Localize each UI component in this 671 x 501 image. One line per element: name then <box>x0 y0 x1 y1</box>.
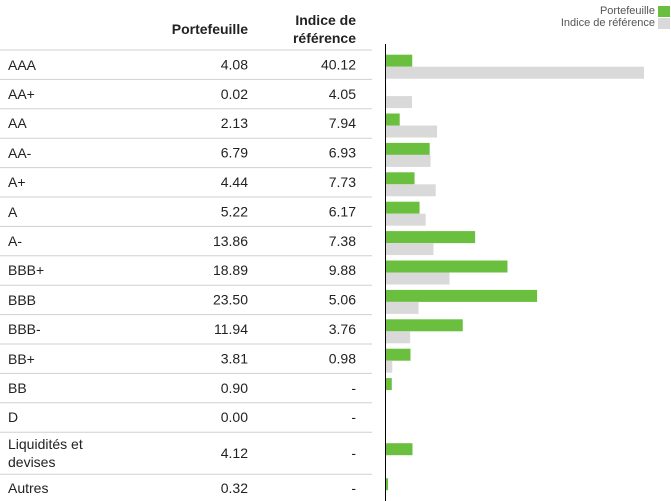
bar <box>386 113 400 126</box>
category-label: AA <box>8 115 27 132</box>
category-label-box: AA+ <box>8 86 35 103</box>
value-label: 2.13 <box>221 115 248 131</box>
value-label: 11.94 <box>214 321 248 337</box>
value-label: 0.32 <box>221 480 248 496</box>
value-label: 4.12 <box>221 445 248 461</box>
bar <box>386 96 413 109</box>
category-label: D <box>8 409 19 426</box>
category-label: BBB+ <box>8 262 45 279</box>
bar <box>386 142 430 155</box>
bar <box>386 54 413 67</box>
bar <box>386 184 436 197</box>
value-label: 3.81 <box>221 350 248 366</box>
bar <box>386 289 538 302</box>
value-label: 7.94 <box>329 115 356 131</box>
bar <box>386 478 389 491</box>
value-label: 18.89 <box>213 262 248 278</box>
bar <box>386 360 393 373</box>
bar <box>386 260 508 273</box>
bar <box>386 348 411 361</box>
category-label: Autres <box>8 480 49 497</box>
category-label-box: A- <box>8 233 22 250</box>
bar <box>386 331 411 344</box>
bar <box>386 378 392 391</box>
category-label-box: A <box>8 203 18 220</box>
category-label-box: BBB+ <box>8 262 45 279</box>
value-label: 9.88 <box>329 262 356 278</box>
category-label-box: BB+ <box>8 350 35 367</box>
value-label: 13.86 <box>213 233 248 249</box>
bar <box>386 231 476 244</box>
value-label: 40.12 <box>321 56 356 72</box>
bar <box>386 243 434 256</box>
bar <box>386 213 426 226</box>
category-label: AAA <box>8 56 37 73</box>
bar <box>386 154 431 167</box>
category-label-box: AA- <box>8 144 32 161</box>
category-label: A+ <box>8 174 26 191</box>
value-label: - <box>351 380 356 396</box>
category-label: Liquidités et devises <box>8 436 83 471</box>
bar <box>386 301 419 314</box>
category-label-box: Liquidités et devises <box>8 436 83 471</box>
category-label: A- <box>8 233 22 250</box>
value-label: 4.05 <box>329 86 356 102</box>
legend-swatch <box>658 18 670 29</box>
value-label: 4.44 <box>221 174 248 190</box>
legend-swatch <box>658 6 670 17</box>
category-label-box: D <box>8 409 19 426</box>
value-label: 7.73 <box>329 174 356 190</box>
column-header-box: Portefeuille <box>171 21 248 37</box>
category-label-box: BBB- <box>8 321 41 338</box>
category-label: BBB- <box>8 321 41 338</box>
category-label-box: BB <box>8 380 27 397</box>
value-label: 0.00 <box>221 409 248 425</box>
category-label: BB <box>8 380 27 397</box>
category-label: AA- <box>8 144 32 161</box>
value-label: 6.17 <box>329 203 356 219</box>
category-label-box: Autres <box>8 480 49 497</box>
value-label: 6.93 <box>329 145 356 161</box>
value-label: 6.79 <box>221 145 248 161</box>
bar <box>386 319 463 332</box>
bar <box>386 172 415 185</box>
value-label: 0.98 <box>329 350 356 366</box>
legend-label: Indice de référence <box>561 17 655 29</box>
category-label: BB+ <box>8 350 35 367</box>
category-label-box: AA <box>8 115 27 132</box>
bar <box>386 201 420 214</box>
category-label-box: AAA <box>8 56 37 73</box>
bar <box>386 443 413 456</box>
value-label: 7.38 <box>329 233 356 249</box>
bar <box>386 272 450 285</box>
category-label: BBB <box>8 291 37 308</box>
value-label: 23.50 <box>213 292 248 308</box>
value-label: 4.08 <box>221 56 248 72</box>
value-label: 0.02 <box>221 86 248 102</box>
column-header: Portefeuille <box>171 21 248 37</box>
value-label: 3.76 <box>329 321 356 337</box>
value-label: - <box>351 480 356 496</box>
category-label-box: BBB <box>8 291 37 308</box>
legend-label: Portefeuille <box>600 5 655 17</box>
value-label: - <box>351 445 356 461</box>
bar <box>386 66 644 79</box>
column-header-box: Indice de référence <box>292 12 356 46</box>
value-label: 0.90 <box>221 380 248 396</box>
value-label: - <box>351 409 356 425</box>
category-label-box: A+ <box>8 174 26 191</box>
category-label: AA+ <box>8 86 35 103</box>
category-label: A <box>8 203 18 220</box>
column-header: Indice de référence <box>292 12 356 46</box>
value-label: 5.22 <box>221 203 248 219</box>
bar <box>386 125 438 138</box>
value-label: 5.06 <box>329 292 356 308</box>
